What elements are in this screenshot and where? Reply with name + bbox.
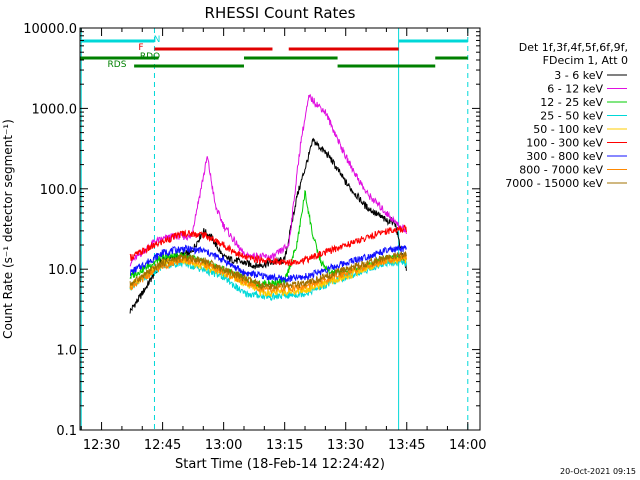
y-tick-label: 100.0 [40,183,77,198]
legend-entry-label: 800 - 7000 keV [519,164,603,177]
series-line [129,224,407,266]
legend-entry-label: 300 - 800 keV [526,150,603,163]
legend-header-line-1: Det 1f,3f,4f,5f,6f,9f, [519,41,628,54]
x-axis: 12:30 12:45 13:00 13:15 13:30 13:45 14:00 [80,28,487,453]
legend-header-line-2: FDecim 1, Att 0 [543,54,628,67]
x-tick-label: 13:30 [327,438,364,453]
plot-frame [79,27,481,431]
flag-label: F [138,43,143,53]
x-tick-label: 12:45 [144,438,181,453]
flag-label: RDS [108,60,127,70]
series-line [129,259,407,302]
footer-timestamp: 20-Oct-2021 09:15 [560,467,636,476]
legend-entry-label: 25 - 50 keV [540,110,603,123]
x-tick-label: 14:00 [449,438,486,453]
x-tick-label: 12:30 [83,438,120,453]
legend: Det 1f,3f,4f,5f,6f,9f, FDecim 1, Att 0 3… [505,41,628,190]
y-tick-label: 10.0 [48,263,77,278]
y-axis-label: Count Rate (s⁻¹ detector segment⁻¹) [1,119,15,339]
series-line [129,252,407,295]
chart-title: RHESSI Count Rates [205,4,356,22]
legend-entry-label: 12 - 25 keV [540,96,603,109]
flag-label: RDO [140,52,160,62]
legend-entry-label: 100 - 300 keV [526,137,603,150]
data-layer [80,28,469,430]
x-tick-label: 13:00 [205,438,242,453]
y-tick-label: 1.0 [56,344,77,359]
legend-entry-label: 7000 - 15000 keV [505,177,603,190]
legend-entry-label: 3 - 6 keV [554,69,603,82]
legend-entry-label: 50 - 100 keV [533,123,603,136]
y-tick-label: 1000.0 [32,102,78,117]
x-axis-label: Start Time (18-Feb-14 12:24:42) [175,457,385,472]
series-line [129,137,407,314]
y-tick-label: 10000.0 [23,22,77,37]
flag-label: N [154,35,161,45]
y-axis: 0.1 1.0 10.0 100.0 1000.0 10000.0 [23,22,480,439]
y-tick-label: 0.1 [56,424,77,439]
x-tick-label: 13:45 [388,438,425,453]
legend-entry-label: 6 - 12 keV [547,83,603,96]
x-tick-label: 13:15 [266,438,303,453]
series-line [129,244,407,283]
series-line [129,250,407,290]
